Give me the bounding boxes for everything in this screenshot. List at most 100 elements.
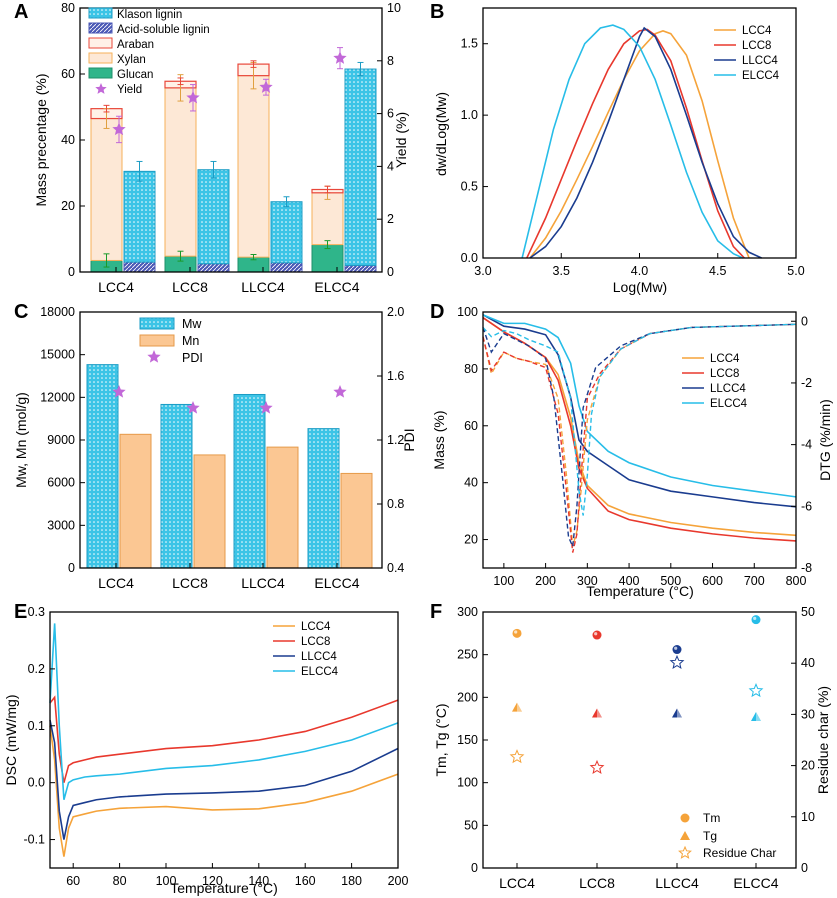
bar-acid-soluble-lignin — [344, 264, 377, 273]
y-tick-label: 200 — [457, 690, 478, 704]
residue-char-marker — [509, 749, 525, 764]
legend-label: Yield — [117, 84, 142, 96]
tm-marker-highlight — [514, 630, 518, 634]
category-label: LCC4 — [98, 575, 134, 591]
pdi-star — [333, 385, 347, 398]
y2-tick-label: 1.6 — [387, 369, 404, 383]
y-tick-label: 0 — [68, 265, 75, 279]
category-label: LCC4 — [499, 875, 535, 891]
tg-line-llcc4 — [482, 314, 797, 508]
legend-swatch — [88, 67, 113, 79]
y-tick-label: 0.3 — [28, 605, 45, 619]
panel-d: 20 40 60 80 100 0 -2 -4 -6 -8 100 200 300 400 500 600 70… — [431, 305, 833, 599]
y-tick-label: 1.5 — [461, 37, 478, 51]
x-tick-label: 3.5 — [553, 264, 570, 278]
bar-xylan — [311, 192, 344, 246]
x-tick-label: 160 — [295, 874, 316, 888]
bar-mw — [233, 393, 266, 569]
bar-mw — [86, 364, 119, 569]
y2-axis-title: Yield (%) — [393, 112, 409, 168]
y2-axis-title: PDI — [401, 428, 417, 451]
legend-label: LLCC4 — [742, 55, 778, 67]
y-tick-label: 40 — [61, 133, 75, 147]
bar-klason-lignin — [344, 68, 377, 266]
y2-axis-title: Residue char (%) — [815, 686, 831, 794]
dsc-line-llcc4 — [49, 719, 399, 840]
tm-marker — [672, 645, 682, 655]
dtg-line-lcc8 — [482, 323, 797, 553]
dtg-line-lcc4 — [482, 323, 797, 547]
legend: LCC4 LCC8 LLCC4 ELCC4 — [682, 353, 748, 410]
y2-tick-label: 4 — [387, 159, 394, 173]
legend: Tm Tg Residue Char — [678, 811, 776, 860]
legend-label: Tm — [703, 811, 720, 825]
legend-label: Acid-soluble lignin — [117, 24, 210, 36]
legend-label: PDI — [182, 351, 203, 365]
tm-marker — [751, 615, 761, 625]
legend-label: Klason lignin — [117, 9, 182, 21]
y-tick-label: 60 — [464, 419, 478, 433]
legend-label: Tg — [703, 829, 717, 843]
bar-mw — [160, 403, 193, 569]
y2-tick-label: -8 — [801, 561, 812, 575]
dsc-line-lcc8 — [49, 695, 399, 783]
bar-acid-soluble-lignin — [123, 261, 156, 273]
legend-label: LCC4 — [742, 25, 772, 37]
category-label: LCC8 — [172, 279, 208, 295]
y-axis-title: Mass precentage (%) — [33, 73, 49, 206]
tg-marker-shade — [597, 708, 602, 718]
category-label: LLCC4 — [655, 875, 699, 891]
x-tick-label: 5.0 — [787, 264, 804, 278]
y2-tick-label: 0.8 — [387, 497, 404, 511]
legend-label: LLCC4 — [710, 383, 746, 395]
tg-line-elcc4 — [482, 314, 797, 498]
series-line-lcc4 — [529, 30, 750, 259]
pdi-star — [259, 401, 273, 414]
series-line-elcc4 — [521, 24, 744, 259]
tg-marker — [751, 711, 761, 721]
legend: LCC4 LCC8 LLCC4 ELCC4 — [273, 621, 339, 678]
x-tick-label: 180 — [341, 874, 362, 888]
residue-char-marker — [748, 683, 764, 698]
panel-f: 0 50 100 150 200 250 300 0 10 20 30 40 50 LCC4 LCC8 LLC… — [433, 605, 831, 891]
yield-star — [186, 90, 200, 104]
dtg-line-elcc4 — [482, 323, 797, 516]
y2-tick-label: 20 — [801, 759, 815, 773]
tm-marker-highlight — [753, 616, 757, 620]
panel-e: -0.1 0.0 0.1 0.2 0.3 60 80 100 120 140 160 180 200 Te… — [3, 605, 408, 896]
legend-residue-char-icon — [678, 845, 692, 859]
bar-xylan — [237, 75, 270, 258]
residue-char-marker — [669, 654, 685, 670]
legend-label: Xylan — [117, 54, 146, 66]
y2-tick-label: 0 — [801, 861, 808, 875]
tg-marker-shade — [677, 708, 682, 718]
tg-marker-shade — [756, 711, 761, 721]
bar-mw — [307, 428, 340, 569]
tm-marker — [592, 630, 602, 640]
tm-marker-highlight — [674, 646, 678, 650]
y-tick-label: 300 — [457, 605, 478, 619]
yield-star — [112, 122, 126, 136]
x-tick-label: 100 — [156, 874, 177, 888]
tm-marker — [512, 628, 522, 638]
legend-label: LCC8 — [710, 368, 739, 380]
plot-frame — [482, 311, 797, 569]
legend-label: Glucan — [117, 69, 153, 81]
dsc-line-lcc4 — [49, 725, 399, 857]
y2-tick-label: 6 — [387, 107, 394, 121]
y-tick-label: 3000 — [47, 518, 75, 532]
y-tick-label: -0.1 — [23, 833, 45, 847]
y-tick-label: 0.1 — [28, 719, 45, 733]
series-line-llcc4 — [529, 26, 762, 259]
panel-a: 0 20 40 60 80 0 2 4 6 8 10 LCC4 LCC8 LLCC4 ELCC4 Mass p… — [33, 1, 409, 295]
panel-letter: D — [430, 301, 444, 323]
legend-label: LLCC4 — [301, 651, 337, 663]
y2-tick-label: 0.4 — [387, 561, 404, 575]
pdi-star — [186, 401, 200, 414]
x-axis-title: Log(Mw) — [613, 279, 667, 295]
yield-star — [333, 51, 347, 64]
panel-c: 0 3000 6000 9000 12000 15000 18000 0.4 0.8 1.2 1.6… — [13, 305, 417, 591]
x-tick-label: 100 — [493, 574, 514, 588]
legend-star-icon — [95, 83, 107, 94]
y2-tick-label: 10 — [801, 810, 815, 824]
